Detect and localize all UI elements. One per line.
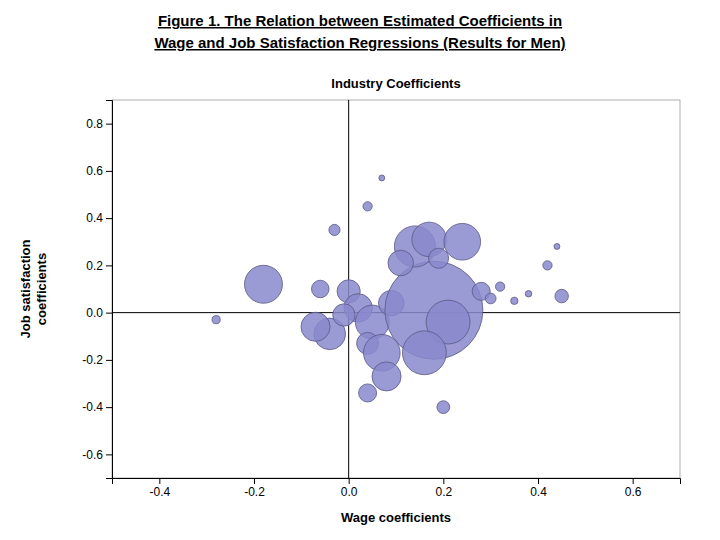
chart: Figure 1. The Relation between Estimated…: [0, 0, 720, 540]
x-axis-title: Wage coefficients: [341, 510, 451, 525]
marks: [112, 100, 680, 478]
tick-mark: [159, 478, 160, 484]
bubble: [244, 265, 282, 303]
bubble: [359, 384, 377, 402]
tick-mark: [106, 265, 112, 266]
tick-mark: [349, 478, 350, 484]
tick-label: 0.0: [86, 306, 103, 320]
x-axis-tick: 0.6: [625, 478, 642, 499]
bubble: [402, 331, 446, 375]
title: Wage and Job Satisfaction Regressions (R…: [154, 34, 565, 51]
tick-label: 0.4: [530, 485, 547, 499]
x-axis: -0.4 -0.2 0.0 0.2 0.4 0.6: [113, 478, 681, 499]
tick-label: 0.0: [341, 485, 358, 499]
x-axis-tick: -0.4: [149, 478, 170, 499]
bubble: [485, 293, 496, 304]
plot-frame: [112, 100, 680, 478]
tick-label: 0.2: [435, 485, 452, 499]
bubble: [372, 362, 401, 391]
tick-label: -0.4: [149, 485, 170, 499]
tick-label: 0.8: [86, 117, 103, 131]
plot-area: -0.4 -0.2 0.0 0.2 0.4 0.6 -0.6 -0.4 -0.2 0.0 0.2 0.…: [82, 100, 680, 499]
tick-label: 0.2: [86, 259, 103, 273]
y-axis-tick: 0.4: [86, 211, 112, 225]
tick-mark: [106, 407, 112, 408]
y-axis-tick: 0.0: [86, 306, 112, 320]
bubble: [525, 290, 532, 297]
bubble: [511, 297, 518, 304]
tick-mark: [254, 478, 255, 484]
tick-label: -0.2: [82, 353, 103, 367]
y-axis-tick: -0.4: [82, 400, 112, 414]
bubble: [329, 224, 340, 235]
bubble: [333, 304, 355, 326]
bubble: [437, 401, 450, 414]
bubble: [379, 175, 385, 181]
tick-mark: [538, 478, 539, 484]
tick-label: -0.4: [82, 400, 103, 414]
tick-label: -0.6: [82, 448, 103, 462]
bubble: [301, 312, 330, 341]
title: Figure 1. The Relation between Estimated…: [158, 12, 562, 29]
x-axis-line: [113, 479, 681, 485]
y-axis-title: Job satisfactioncoefficients: [18, 239, 49, 338]
y-axis: -0.6 -0.4 -0.2 0.0 0.2 0.4 0.6 0.8: [82, 101, 112, 479]
tick-label: 0.6: [625, 485, 642, 499]
y-axis-tick: -0.2: [82, 353, 112, 367]
bubble: [363, 202, 372, 211]
bubble: [444, 223, 481, 260]
bubble: [495, 282, 504, 291]
bubble: [555, 289, 569, 303]
tick-label: 0.4: [86, 211, 103, 225]
tick-mark: [106, 313, 112, 314]
bubble: [429, 248, 449, 268]
tick-mark: [106, 454, 112, 455]
y-axis-tick: 0.6: [86, 164, 112, 178]
tick-mark: [106, 218, 112, 219]
y-axis-tick: -0.6: [82, 448, 112, 462]
bubble: [312, 280, 330, 298]
tick-mark: [633, 478, 634, 484]
bubble: [212, 316, 220, 324]
tick-label: -0.2: [244, 485, 265, 499]
tick-label: 0.6: [86, 164, 103, 178]
y-axis-title-line: coefficients: [34, 253, 49, 325]
subtitle: Industry Coefficients: [331, 76, 460, 91]
tick-mark: [443, 478, 444, 484]
tick-mark: [106, 171, 112, 172]
tick-mark: [106, 124, 112, 125]
y-axis-line: [106, 101, 113, 479]
y-axis-tick: 0.8: [86, 117, 112, 131]
y-axis-title-line: Job satisfaction: [18, 239, 33, 338]
x-axis-tick: 0.4: [530, 478, 547, 499]
y-axis-tick: 0.2: [86, 259, 112, 273]
bubble: [543, 261, 552, 270]
bubble: [554, 244, 560, 250]
tick-mark: [106, 360, 112, 361]
bubble: [388, 250, 414, 276]
x-axis-tick: 0.2: [435, 478, 452, 499]
x-axis-tick: 0.0: [341, 478, 358, 499]
x-axis-tick: -0.2: [244, 478, 265, 499]
